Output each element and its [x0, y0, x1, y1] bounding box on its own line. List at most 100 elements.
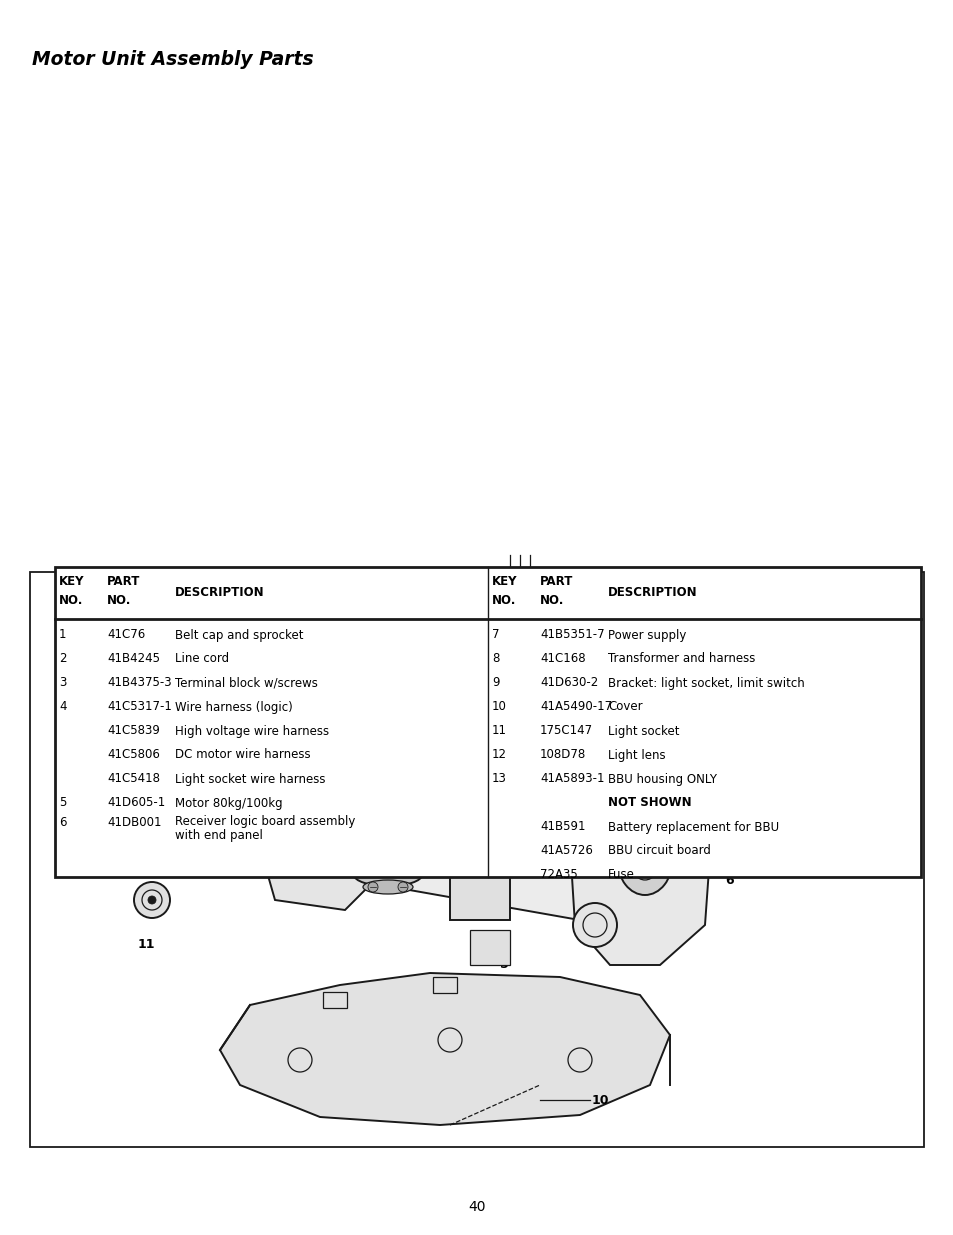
FancyBboxPatch shape [467, 810, 527, 832]
Polygon shape [220, 973, 669, 1125]
Text: High voltage wire harness: High voltage wire harness [174, 725, 329, 737]
Text: PART: PART [539, 576, 573, 588]
Circle shape [397, 882, 408, 892]
Text: Transformer and harness: Transformer and harness [607, 652, 755, 666]
Text: Cover: Cover [607, 700, 642, 714]
Text: 10: 10 [592, 1093, 609, 1107]
Text: 2: 2 [59, 652, 67, 666]
Text: Motor Unit Assembly Parts: Motor Unit Assembly Parts [32, 49, 314, 69]
Text: 6: 6 [59, 815, 67, 829]
Text: Battery replacement for BBU: Battery replacement for BBU [607, 820, 779, 834]
Text: DC motor wire harness: DC motor wire harness [174, 748, 311, 762]
Ellipse shape [354, 814, 421, 836]
Text: Bracket: light socket, limit switch: Bracket: light socket, limit switch [607, 677, 804, 689]
Circle shape [515, 642, 524, 652]
Text: 41C5317-1: 41C5317-1 [107, 700, 172, 714]
Text: 41C168: 41C168 [539, 652, 585, 666]
Circle shape [529, 821, 544, 837]
Text: 3: 3 [671, 699, 679, 713]
Text: Power supply: Power supply [607, 629, 685, 641]
Circle shape [497, 625, 541, 669]
Text: 41C5839: 41C5839 [107, 725, 160, 737]
Ellipse shape [617, 825, 672, 895]
Text: 41DB001: 41DB001 [107, 815, 161, 829]
Text: NO.: NO. [492, 594, 516, 608]
Text: 4: 4 [59, 700, 67, 714]
Text: 41A5893-1: 41A5893-1 [539, 773, 604, 785]
Text: 8: 8 [328, 829, 336, 841]
Ellipse shape [354, 864, 421, 885]
Text: 41B4375-3: 41B4375-3 [107, 677, 172, 689]
Text: 41B591: 41B591 [539, 820, 585, 834]
Ellipse shape [629, 840, 659, 881]
FancyBboxPatch shape [470, 930, 510, 965]
Text: NOT SHOWN: NOT SHOWN [607, 797, 691, 809]
Circle shape [133, 882, 170, 918]
Polygon shape [256, 622, 298, 718]
Text: Wire harness (logic): Wire harness (logic) [174, 700, 293, 714]
Text: with end panel: with end panel [174, 829, 263, 841]
FancyBboxPatch shape [450, 864, 510, 920]
Text: 8: 8 [492, 652, 498, 666]
Text: Terminal block w/screws: Terminal block w/screws [174, 677, 317, 689]
FancyBboxPatch shape [689, 787, 718, 803]
FancyBboxPatch shape [452, 757, 492, 777]
Text: 6: 6 [724, 873, 733, 887]
Text: 2: 2 [671, 676, 680, 689]
Text: Receiver logic board assembly: Receiver logic board assembly [174, 815, 355, 829]
Text: PART: PART [107, 576, 140, 588]
Text: DESCRIPTION: DESCRIPTION [607, 587, 697, 599]
Text: 5: 5 [59, 797, 67, 809]
Text: Belt cap and sprocket: Belt cap and sprocket [174, 629, 303, 641]
Circle shape [573, 903, 617, 947]
Text: NO.: NO. [59, 594, 83, 608]
FancyBboxPatch shape [374, 824, 429, 845]
Text: BBU circuit board: BBU circuit board [607, 845, 710, 857]
Text: 41D630-2: 41D630-2 [539, 677, 598, 689]
Text: 10: 10 [492, 700, 506, 714]
Text: 175C147: 175C147 [539, 725, 593, 737]
Bar [433, 977, 456, 993]
Text: NO.: NO. [107, 594, 132, 608]
Circle shape [514, 599, 525, 611]
FancyBboxPatch shape [639, 713, 660, 742]
Bar [55, 567, 920, 877]
Circle shape [148, 897, 156, 904]
Text: 108D78: 108D78 [539, 748, 586, 762]
Text: 11: 11 [492, 725, 506, 737]
Bar [323, 992, 347, 1008]
Text: 1: 1 [621, 599, 630, 611]
Text: 41A5490-17: 41A5490-17 [539, 700, 612, 714]
Text: BBU housing ONLY: BBU housing ONLY [607, 773, 717, 785]
Text: Line cord: Line cord [174, 652, 229, 666]
Ellipse shape [363, 881, 413, 894]
Text: KEY: KEY [492, 576, 517, 588]
Polygon shape [254, 730, 395, 910]
Text: NO.: NO. [539, 594, 564, 608]
Text: 41B4245: 41B4245 [107, 652, 160, 666]
FancyBboxPatch shape [379, 794, 434, 816]
Circle shape [512, 804, 561, 853]
Text: 13: 13 [294, 674, 312, 688]
Text: Light socket wire harness: Light socket wire harness [174, 773, 325, 785]
Polygon shape [350, 800, 393, 839]
Text: 12: 12 [492, 748, 506, 762]
Text: 1: 1 [59, 629, 67, 641]
Text: 41B5351-7: 41B5351-7 [539, 629, 604, 641]
Text: 13: 13 [492, 773, 506, 785]
Text: 3: 3 [59, 677, 67, 689]
Text: 41C76: 41C76 [107, 629, 145, 641]
Circle shape [495, 787, 578, 871]
Polygon shape [132, 622, 298, 645]
Text: Light socket: Light socket [607, 725, 679, 737]
Text: 41C5418: 41C5418 [107, 773, 160, 785]
Text: 12: 12 [100, 699, 117, 711]
Text: 40: 40 [468, 1200, 485, 1214]
Text: 7: 7 [492, 629, 499, 641]
Text: 41A5726: 41A5726 [539, 845, 592, 857]
Bar [30, 572, 923, 1147]
Text: 72A35: 72A35 [539, 868, 578, 882]
Text: KEY: KEY [59, 576, 85, 588]
Text: Light lens: Light lens [607, 748, 665, 762]
Text: Fuse: Fuse [607, 868, 634, 882]
